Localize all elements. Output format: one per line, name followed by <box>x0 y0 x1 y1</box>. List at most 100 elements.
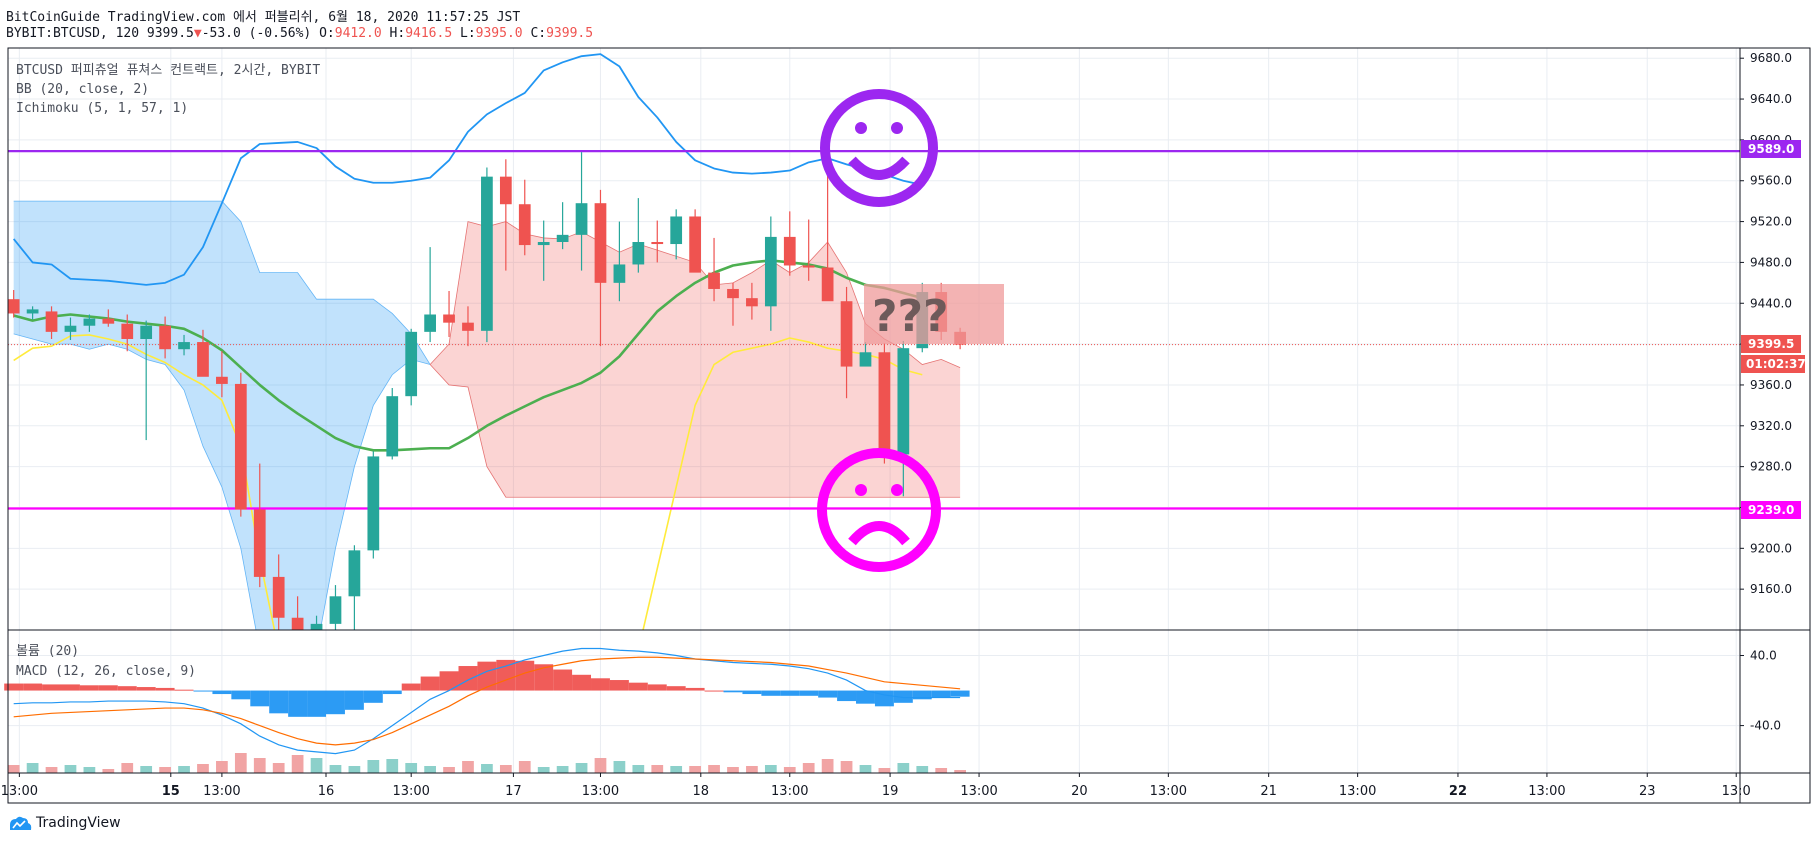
xtick-label-9: 19 <box>882 784 899 799</box>
candle-body-36 <box>689 216 701 273</box>
candle-23 <box>443 291 455 337</box>
macd-hist-37 <box>704 690 724 692</box>
macd-hist-5 <box>98 685 118 691</box>
time-axis[interactable]: 13:00 15 13:00 16 13:00 17 13:00 18 13:00 19 13:00… <box>1 773 1751 799</box>
macd-hist-27 <box>515 660 535 691</box>
candle-body-11 <box>216 376 228 384</box>
symbol-interval: BYBIT:BTCUSD, 120 <box>6 26 140 41</box>
volume-bar-7 <box>140 766 153 773</box>
publish-info: BitCoinGuide TradingView.com 에서 퍼블리쉬, 6월… <box>6 10 521 25</box>
volume-bar-24 <box>462 761 474 773</box>
volume-bar-18 <box>348 766 361 773</box>
volume-bar-30 <box>575 763 588 773</box>
macd-hist-21 <box>401 683 421 691</box>
candle-26 <box>499 159 512 271</box>
macd-hist-23 <box>439 671 459 691</box>
volume-bar-50 <box>954 770 966 773</box>
volume-bar-29 <box>556 766 569 773</box>
candle-17 <box>329 585 342 630</box>
candle-2 <box>45 306 58 339</box>
volume-bar-22 <box>424 766 436 773</box>
candle-body-13 <box>253 509 266 577</box>
macd-hist-38 <box>723 690 743 693</box>
legend-title: BTCUSD 퍼피츄얼 퓨쳐스 컨트랙트, 2시간, BYBIT <box>16 63 320 78</box>
volume-bar-33 <box>632 765 645 773</box>
candles <box>8 152 966 630</box>
macd-hist-0 <box>4 683 24 691</box>
volume-bar-32 <box>613 761 626 773</box>
question-text: ??? <box>872 291 949 342</box>
candle-body-4 <box>83 318 96 326</box>
candle-5 <box>102 309 115 327</box>
macd-hist-18 <box>344 690 364 710</box>
xtick-label-7: 18 <box>693 784 710 799</box>
support-tag <box>1741 501 1801 519</box>
volume-bar-44 <box>840 761 853 773</box>
xtick-label-11: 20 <box>1071 784 1088 799</box>
volume-bar-16 <box>310 758 323 773</box>
macd-hist-46 <box>874 690 894 707</box>
xtick-label-3: 16 <box>318 784 335 799</box>
volume-bar-21 <box>405 763 418 773</box>
last-price-tag <box>1741 335 1801 353</box>
candle-body-7 <box>140 325 153 339</box>
volume-bar-6 <box>121 763 134 773</box>
volume-bar-23 <box>443 767 455 773</box>
volume-bar-11 <box>216 761 228 773</box>
xtick-label-12: 13:00 <box>1150 784 1187 799</box>
cloud-bearish-bottom <box>429 364 961 498</box>
volume-bar-5 <box>102 769 115 773</box>
macd-hist-47 <box>893 690 913 703</box>
candle-body-42 <box>802 265 815 268</box>
candle-body-8 <box>159 325 171 350</box>
macd-hist-29 <box>553 669 573 691</box>
candle-body-23 <box>443 314 455 323</box>
candle-body-31 <box>594 203 607 283</box>
candle-0 <box>8 289 20 318</box>
volume-bar-27 <box>518 761 531 773</box>
tradingview-brand[interactable]: TradingView <box>6 812 121 834</box>
macd-hist-14 <box>269 690 289 714</box>
candle-body-27 <box>518 204 531 246</box>
candle-27 <box>518 179 531 256</box>
legend: BTCUSD 퍼피츄얼 퓨쳐스 컨트랙트, 2시간, BYBIT BB (20,… <box>16 63 320 679</box>
ytick-label-10: 9560.0 <box>1750 174 1792 188</box>
low-value: 9395.0 <box>475 26 523 41</box>
candle-12 <box>234 372 247 517</box>
candle-16 <box>310 615 323 630</box>
macd-tick-label-1: -40.0 <box>1750 719 1781 733</box>
candle-14 <box>272 554 285 630</box>
price-change: -53.0 (-0.56%) <box>201 26 312 41</box>
macd-hist-17 <box>326 690 345 715</box>
candle-body-22 <box>424 314 436 332</box>
candle-30 <box>575 152 588 271</box>
volume-bar-19 <box>367 760 380 773</box>
volume-bar-2 <box>45 767 58 773</box>
candle-34 <box>651 220 664 263</box>
volume-bar-10 <box>197 764 209 773</box>
macd-hist-1 <box>23 683 43 691</box>
candle-body-16 <box>310 623 323 630</box>
candle-body-41 <box>783 236 796 266</box>
candle-body-6 <box>121 323 134 339</box>
candle-body-39 <box>746 298 758 307</box>
macd-hist-16 <box>307 690 327 717</box>
candle-1 <box>26 306 39 320</box>
candle-body-1 <box>26 309 39 314</box>
high-value: 9416.5 <box>405 26 453 41</box>
macd-hist-4 <box>79 685 99 691</box>
volume-bar-12 <box>234 753 247 773</box>
cloud-bullish-bottom <box>13 333 431 630</box>
xtick-label-5: 17 <box>505 784 522 799</box>
volume-bar-20 <box>386 759 399 773</box>
macd-hist-41 <box>780 690 800 696</box>
candle-7 <box>140 320 153 441</box>
candle-body-20 <box>386 396 399 457</box>
macd-line <box>13 647 961 755</box>
macd-hist-28 <box>534 664 554 691</box>
volume-bar-26 <box>499 765 512 773</box>
macd-grid <box>8 655 1740 727</box>
candle-10 <box>197 329 209 377</box>
brand-label: TradingView <box>36 815 121 831</box>
